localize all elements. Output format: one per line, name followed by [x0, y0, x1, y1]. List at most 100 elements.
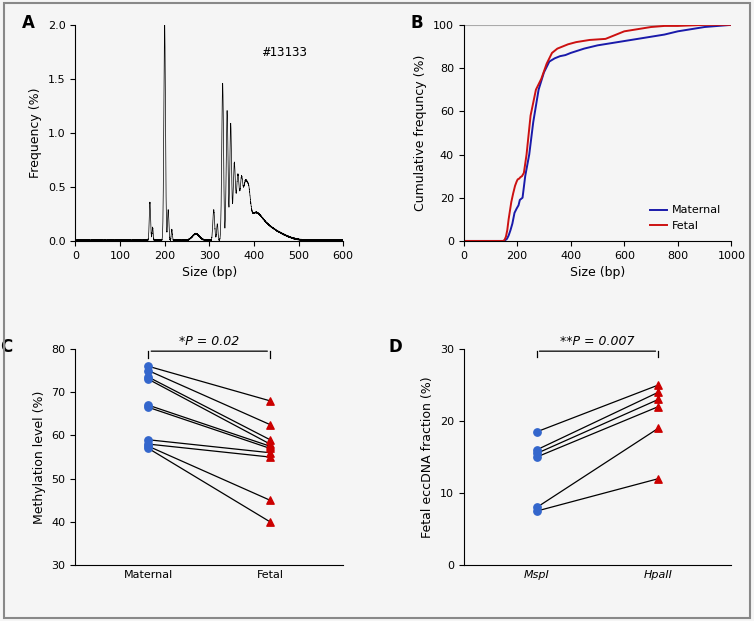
- Maternal: [515, 196, 524, 204]
- Fetal: [516, 173, 525, 181]
- Point: [143, 402, 155, 412]
- Fetal: [505, 207, 514, 214]
- Maternal: [521, 173, 530, 180]
- Point: [264, 517, 276, 527]
- Maternal: [506, 227, 515, 234]
- Point: [264, 396, 276, 406]
- Point: [652, 424, 664, 433]
- Maternal: [556, 52, 565, 60]
- Fetal: [660, 22, 669, 30]
- Text: B: B: [410, 14, 423, 32]
- Point: [652, 380, 664, 390]
- Legend: Maternal, Fetal: Maternal, Fetal: [645, 201, 726, 235]
- Y-axis label: Methylation level (%): Methylation level (%): [33, 391, 46, 524]
- Text: **P = 0.007: **P = 0.007: [560, 335, 635, 348]
- Fetal: [520, 169, 529, 176]
- Maternal: [561, 52, 570, 59]
- Text: D: D: [388, 338, 403, 356]
- Line: Fetal: Fetal: [464, 25, 731, 241]
- Fetal: [542, 60, 551, 68]
- Maternal: [633, 35, 642, 43]
- Fetal: [563, 40, 572, 48]
- Fetal: [459, 237, 468, 245]
- Point: [264, 448, 276, 458]
- Maternal: [534, 86, 543, 93]
- Fetal: [633, 25, 642, 33]
- Fetal: [510, 182, 520, 189]
- Point: [264, 435, 276, 445]
- Text: *P = 0.02: *P = 0.02: [179, 335, 240, 348]
- Y-axis label: Frequency (%): Frequency (%): [29, 88, 42, 178]
- Fetal: [514, 175, 523, 183]
- Maternal: [525, 151, 534, 158]
- Maternal: [566, 49, 575, 57]
- Line: Maternal: Maternal: [464, 25, 731, 241]
- Text: A: A: [22, 14, 35, 32]
- Fetal: [646, 23, 655, 30]
- Point: [531, 506, 543, 516]
- Maternal: [504, 232, 513, 239]
- Maternal: [593, 42, 602, 49]
- Maternal: [545, 58, 554, 65]
- Maternal: [501, 237, 510, 244]
- Fetal: [537, 75, 546, 83]
- X-axis label: Size (bp): Size (bp): [182, 266, 237, 279]
- Text: C: C: [1, 338, 13, 356]
- Maternal: [620, 37, 629, 45]
- Maternal: [518, 194, 527, 201]
- Point: [143, 361, 155, 371]
- Point: [531, 427, 543, 437]
- Point: [652, 394, 664, 404]
- Point: [143, 366, 155, 376]
- Point: [264, 420, 276, 430]
- Point: [264, 452, 276, 462]
- Fetal: [727, 21, 736, 29]
- Fetal: [532, 86, 541, 93]
- Fetal: [517, 173, 526, 180]
- Maternal: [673, 27, 682, 35]
- Point: [652, 388, 664, 397]
- Maternal: [512, 205, 521, 212]
- Fetal: [700, 21, 709, 29]
- Maternal: [508, 220, 517, 227]
- Point: [531, 445, 543, 455]
- Fetal: [512, 178, 521, 185]
- Point: [143, 374, 155, 384]
- Point: [264, 439, 276, 449]
- Maternal: [502, 235, 511, 243]
- Fetal: [504, 215, 513, 223]
- Fetal: [601, 35, 610, 43]
- Fetal: [522, 151, 531, 158]
- Fetal: [558, 43, 567, 50]
- Maternal: [529, 119, 538, 126]
- Maternal: [727, 21, 736, 29]
- Point: [143, 443, 155, 453]
- Point: [531, 448, 543, 458]
- Maternal: [646, 33, 655, 40]
- Y-axis label: Cumulative frequncy (%): Cumulative frequncy (%): [415, 55, 428, 211]
- Maternal: [606, 40, 615, 47]
- Text: #13133: #13133: [263, 47, 308, 60]
- Maternal: [580, 45, 589, 52]
- Maternal: [514, 202, 523, 209]
- Maternal: [713, 22, 722, 30]
- Fetal: [503, 227, 512, 234]
- Point: [531, 452, 543, 462]
- Point: [143, 435, 155, 445]
- X-axis label: Size (bp): Size (bp): [570, 266, 625, 279]
- Fetal: [507, 198, 516, 206]
- Point: [264, 443, 276, 453]
- Maternal: [510, 209, 519, 217]
- Fetal: [500, 236, 509, 243]
- Point: [652, 474, 664, 484]
- Point: [652, 402, 664, 412]
- Maternal: [700, 23, 709, 30]
- Fetal: [572, 39, 581, 46]
- Fetal: [553, 45, 562, 52]
- Y-axis label: Fetal eccDNA fraction (%): Fetal eccDNA fraction (%): [421, 376, 434, 538]
- Fetal: [513, 176, 523, 183]
- Maternal: [498, 237, 507, 245]
- Point: [264, 496, 276, 505]
- Fetal: [585, 36, 594, 43]
- Point: [143, 442, 155, 451]
